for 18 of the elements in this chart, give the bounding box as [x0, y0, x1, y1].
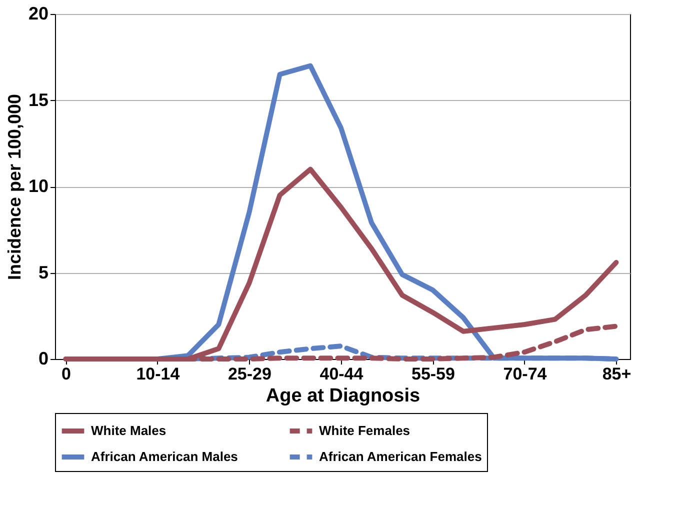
x-tick-label: 10-14 [136, 364, 180, 384]
legend-label: White Males [91, 423, 166, 438]
x-tick-label: 0 [61, 364, 71, 384]
legend-label: White Females [319, 423, 410, 438]
x-tick-label: 85+ [602, 364, 632, 384]
y-tick-label: 20 [28, 4, 48, 24]
x-tick-label: 40-44 [320, 364, 364, 384]
x-axis-title: Age at Diagnosis [266, 386, 420, 406]
legend-label: African American Males [91, 449, 238, 464]
y-axis-title: Incidence per 100,000 [4, 94, 24, 280]
y-tick-label: 5 [38, 262, 48, 282]
y-tick-label: 0 [38, 348, 48, 368]
y-tick-label: 10 [28, 176, 48, 196]
x-tick-label: 55-59 [411, 364, 455, 384]
y-tick-label: 15 [28, 90, 48, 110]
x-tick-label: 70-74 [503, 364, 548, 384]
legend-label: African American Females [319, 449, 482, 464]
x-tick-label: 25-29 [228, 364, 272, 384]
